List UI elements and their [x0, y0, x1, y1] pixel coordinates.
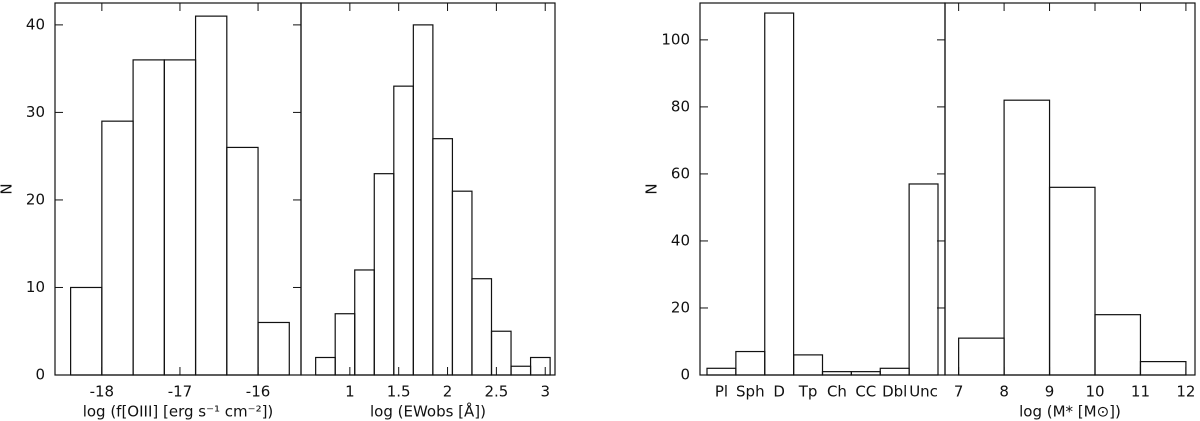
x-tick-label: 2.5 — [484, 383, 508, 401]
x-tick-label: -17 — [168, 383, 193, 401]
x-tick-label: 1 — [345, 383, 355, 401]
histogram-bar — [334, 313, 356, 376]
histogram-bar — [194, 15, 228, 376]
histogram-bar — [510, 365, 532, 376]
x-tick-label: Tp — [798, 383, 818, 401]
x-tick-label: 1.5 — [387, 383, 411, 401]
x-tick-label: 11 — [1131, 383, 1150, 401]
y-tick-label: 80 — [671, 97, 690, 115]
histogram-bar — [257, 321, 290, 376]
histogram-bar — [529, 356, 551, 376]
histogram-bar — [132, 59, 165, 376]
x-tick-label: 2 — [443, 383, 453, 401]
y-tick-label: 40 — [671, 231, 690, 249]
histogram-bar — [101, 120, 134, 376]
y-axis-label: N — [643, 183, 661, 194]
frame — [699, 2, 946, 376]
x-tick-label: 7 — [954, 383, 964, 401]
histogram-bar — [451, 190, 473, 376]
x-tick-label: Pl — [715, 383, 728, 401]
y-tick-label: 0 — [680, 366, 690, 384]
histogram-bar — [315, 356, 336, 376]
bar — [764, 12, 795, 376]
x-tick-label: Ch — [827, 383, 847, 401]
frame — [300, 2, 556, 376]
bar — [793, 354, 824, 376]
frame — [944, 2, 1196, 376]
y-tick-label: 40 — [26, 15, 45, 33]
y-tick-label: 0 — [35, 366, 45, 384]
y-tick-label: 30 — [26, 103, 45, 121]
x-tick-label: 3 — [540, 383, 550, 401]
x-tick-label: 10 — [1085, 383, 1104, 401]
y-tick-label: 100 — [661, 30, 690, 48]
x-axis-label: log (M* [M⊙]) — [1019, 403, 1121, 421]
frame — [54, 2, 302, 376]
x-tick-label: 12 — [1176, 383, 1195, 401]
x-tick-label: Sph — [736, 383, 765, 401]
x-tick-label: -16 — [246, 383, 271, 401]
histogram-bar — [373, 173, 395, 376]
histogram-bar — [490, 330, 512, 376]
x-tick-label: D — [773, 383, 785, 401]
x-tick-label: Unc — [909, 383, 938, 401]
histogram-bar — [1048, 186, 1096, 376]
histogram-bar — [163, 59, 197, 376]
x-tick-label: 8 — [999, 383, 1009, 401]
y-axis-label: N — [0, 183, 16, 194]
x-tick-label: 9 — [1045, 383, 1055, 401]
histogram-bar — [354, 269, 375, 376]
histogram-bar — [471, 278, 493, 376]
histogram-bar — [412, 24, 434, 376]
histogram-bar — [1139, 360, 1187, 376]
histogram-bar — [393, 85, 414, 376]
histogram-bar — [958, 337, 1005, 376]
bar — [908, 183, 939, 376]
histogram-bar — [1094, 314, 1142, 376]
histogram-bar — [1003, 99, 1051, 376]
x-tick-label: CC — [855, 383, 876, 401]
bar — [706, 367, 737, 376]
y-tick-label: 20 — [671, 298, 690, 316]
y-tick-label: 20 — [26, 190, 45, 208]
x-tick-label: Dbl — [882, 383, 907, 401]
histogram-bar — [70, 286, 103, 376]
x-tick-label: -18 — [90, 383, 115, 401]
x-axis-label: log (f[OIII] [erg s⁻¹ cm⁻²]) — [83, 403, 274, 421]
bar — [735, 350, 766, 376]
x-axis-label: log (EWobs [Å]) — [370, 402, 486, 421]
bar — [879, 367, 910, 376]
histogram-bar — [226, 146, 259, 376]
y-tick-label: 60 — [671, 164, 690, 182]
histogram-bar — [432, 138, 454, 376]
y-tick-label: 10 — [26, 278, 45, 296]
